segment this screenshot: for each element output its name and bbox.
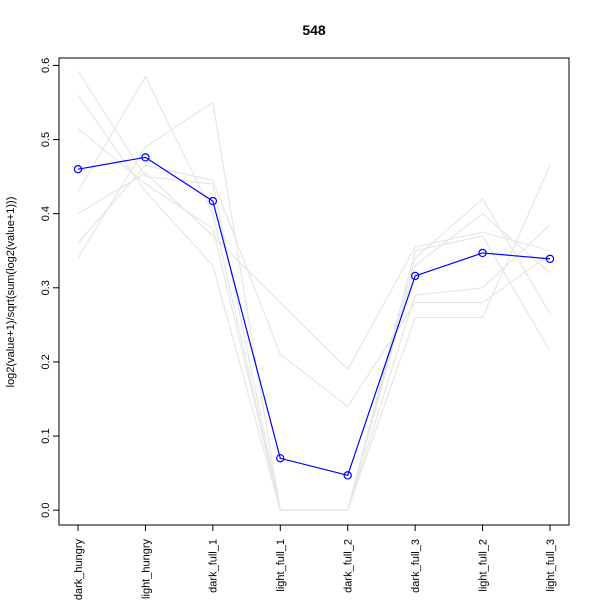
y-tick-label: 0.4 (40, 206, 52, 221)
highlighted-series-point (343, 471, 352, 480)
y-tick-label: 0.0 (40, 503, 52, 518)
x-tick-label: dark_full_2 (343, 539, 355, 593)
x-tick-label: light_full_3 (545, 539, 557, 592)
background-series-line (77, 172, 551, 371)
background-series-line (77, 164, 551, 408)
y-tick-label: 0.1 (40, 428, 52, 443)
x-tick-label: light_full_1 (275, 539, 287, 592)
background-series-line (77, 75, 551, 511)
chart-title: 548 (302, 22, 326, 38)
y-tick-label: 0.6 (40, 58, 52, 73)
background-series-line (77, 127, 551, 511)
background-series-line (77, 101, 551, 511)
highlighted-series-point (276, 454, 285, 463)
y-axis-label: log2(value+1)/sqrt(sum(log2(value+1))) (5, 197, 17, 388)
x-tick-label: dark_full_1 (208, 539, 220, 593)
y-axis: 0.0 0.1 0.2 0.3 0.4 0.5 0.6 (40, 58, 59, 518)
plot-area (58, 57, 570, 526)
x-axis: dark_hungry light_hungry dark_full_1 light_… (73, 525, 557, 600)
y-tick-label: 0.5 (40, 132, 52, 147)
x-tick-label: dark_full_3 (410, 539, 422, 593)
highlighted-series-point (545, 254, 555, 264)
highlighted-series-line (77, 156, 551, 477)
highlighted-series-point (141, 153, 150, 162)
highlighted-series-point (410, 271, 420, 281)
highlighted-series-point (73, 164, 83, 174)
background-series-line (77, 71, 551, 511)
y-tick-label: 0.3 (40, 280, 52, 295)
highlighted-series-point (478, 248, 487, 258)
x-tick-label: light_hungry (140, 539, 152, 599)
x-tick-label: light_full_2 (477, 539, 489, 592)
series-layer (73, 71, 555, 511)
highlighted-series-point (208, 196, 218, 206)
y-tick-label: 0.2 (40, 354, 52, 369)
x-tick-label: dark_hungry (73, 539, 85, 600)
